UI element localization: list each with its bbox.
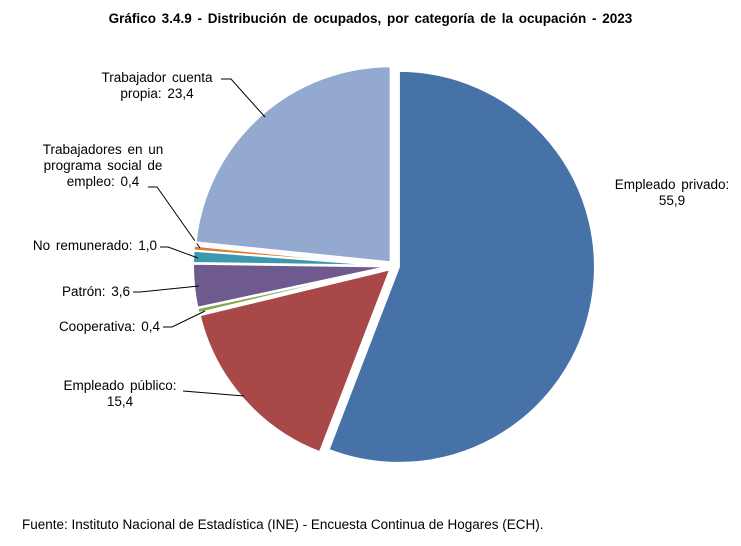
leader-line-no-remunerado bbox=[160, 246, 199, 259]
data-label-line: Patrón: 3,6 bbox=[62, 284, 130, 299]
leader-line-trabajadores-en-un-programa-social-de-empleo bbox=[148, 186, 201, 249]
data-label-trabajadores-en-un-programa-social-de-empleo: Trabajadores en un programa social de empl… bbox=[43, 142, 164, 189]
leader-line-empleado-publico bbox=[182, 390, 245, 397]
data-label-line: Cooperativa: 0,4 bbox=[59, 319, 161, 334]
leader-line-trabajador-cuenta-propia bbox=[221, 78, 266, 118]
data-label-no-remunerado: No remunerado: 1,0 bbox=[33, 238, 157, 253]
slice-trabajadores-en-un-programa-social-de-empleo bbox=[192, 244, 390, 267]
data-label-line: propia: 23,4 bbox=[120, 86, 194, 101]
data-label-trabajador-cuenta-propia: Trabajador cuenta propia: 23,4 bbox=[101, 70, 213, 101]
data-label-line: empleo: 0,4 bbox=[67, 174, 140, 189]
data-label-line: No remunerado: 1,0 bbox=[33, 238, 157, 253]
data-label-line: Empleado privado: bbox=[615, 177, 730, 192]
slice-empleado-privado bbox=[327, 69, 596, 464]
data-label-patron: Patrón: 3,6 bbox=[62, 284, 130, 299]
data-label-line: 55,9 bbox=[659, 193, 685, 208]
chart-title: Gráfico 3.4.9 - Distribución de ocupados… bbox=[108, 11, 633, 26]
data-label-empleado-privado: Empleado privado: 55,9 bbox=[615, 177, 730, 208]
data-label-line: Trabajador cuenta bbox=[101, 70, 213, 85]
slice-empleado-publico bbox=[198, 267, 392, 454]
data-label-line: Trabajadores en un bbox=[43, 142, 164, 157]
source-note: Fuente: Instituto Nacional de Estadístic… bbox=[22, 517, 544, 532]
data-label-line: programa social de bbox=[44, 158, 163, 173]
data-label-empleado-publico: Empleado público: 15,4 bbox=[63, 378, 176, 409]
leader-line-patron bbox=[133, 285, 200, 293]
data-label-cooperativa: Cooperativa: 0,4 bbox=[59, 319, 161, 334]
slice-trabajador-cuenta-propia bbox=[194, 65, 392, 264]
leader-line-cooperativa bbox=[163, 310, 206, 328]
data-label-line: Empleado público: bbox=[63, 378, 176, 393]
data-label-line: 15,4 bbox=[107, 394, 134, 409]
